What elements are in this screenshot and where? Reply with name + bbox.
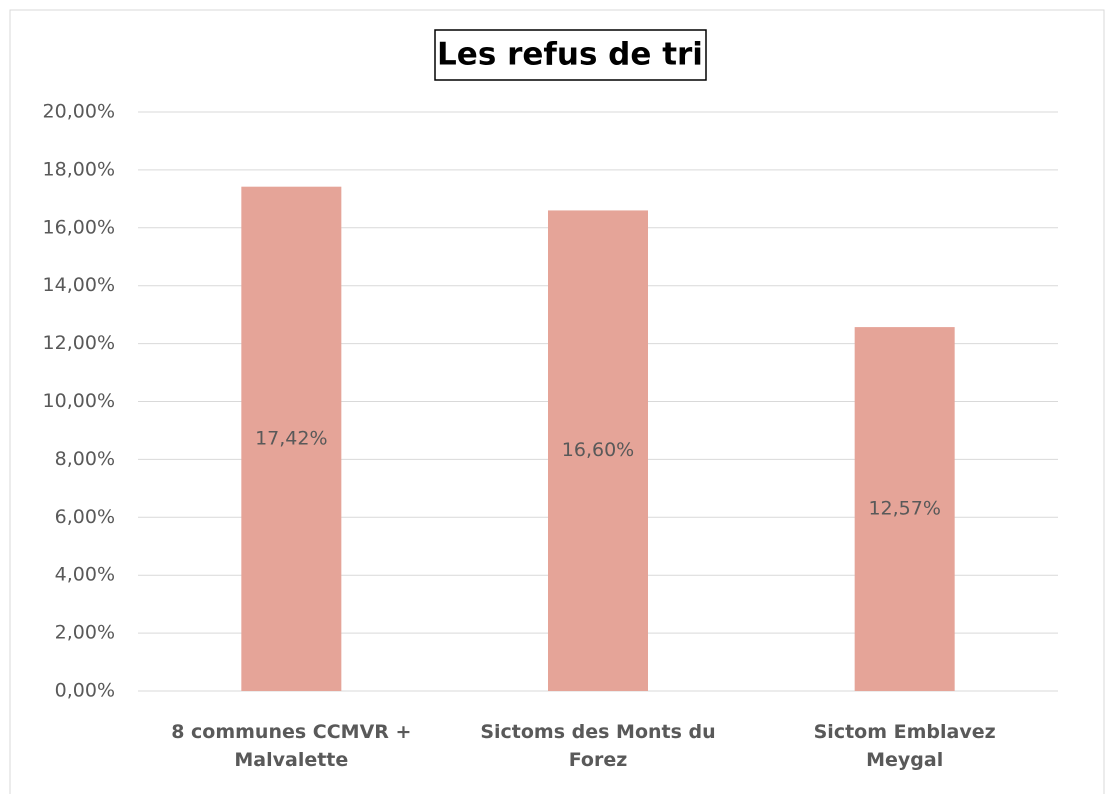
- data-label: 17,42%: [255, 427, 327, 449]
- y-tick-label: 0,00%: [55, 680, 115, 702]
- y-tick-label: 8,00%: [55, 448, 115, 470]
- bar: [548, 210, 648, 691]
- y-tick-label: 10,00%: [43, 390, 115, 412]
- y-tick-label: 2,00%: [55, 622, 115, 644]
- data-label: 12,57%: [868, 498, 940, 520]
- y-tick-label: 14,00%: [43, 274, 115, 296]
- x-tick-label: Sictom Emblavez Meygal: [813, 721, 996, 771]
- y-tick-label: 6,00%: [55, 506, 115, 528]
- y-tick-label: 12,00%: [43, 332, 115, 354]
- y-tick-label: 16,00%: [43, 216, 115, 238]
- y-tick-label: 20,00%: [43, 101, 115, 123]
- title-box: [434, 29, 707, 81]
- bar: [241, 186, 342, 692]
- bar: [854, 327, 955, 691]
- data-label: 16,60%: [562, 439, 634, 461]
- y-tick-label: 4,00%: [55, 564, 115, 586]
- chart-title: Les refus de tri: [437, 37, 703, 73]
- x-tick-label: 8 communes CCMVR + Malvalette: [171, 721, 412, 771]
- y-tick-label: 18,00%: [43, 158, 115, 180]
- x-tick-label: Sictoms des Monts du Forez: [480, 721, 716, 771]
